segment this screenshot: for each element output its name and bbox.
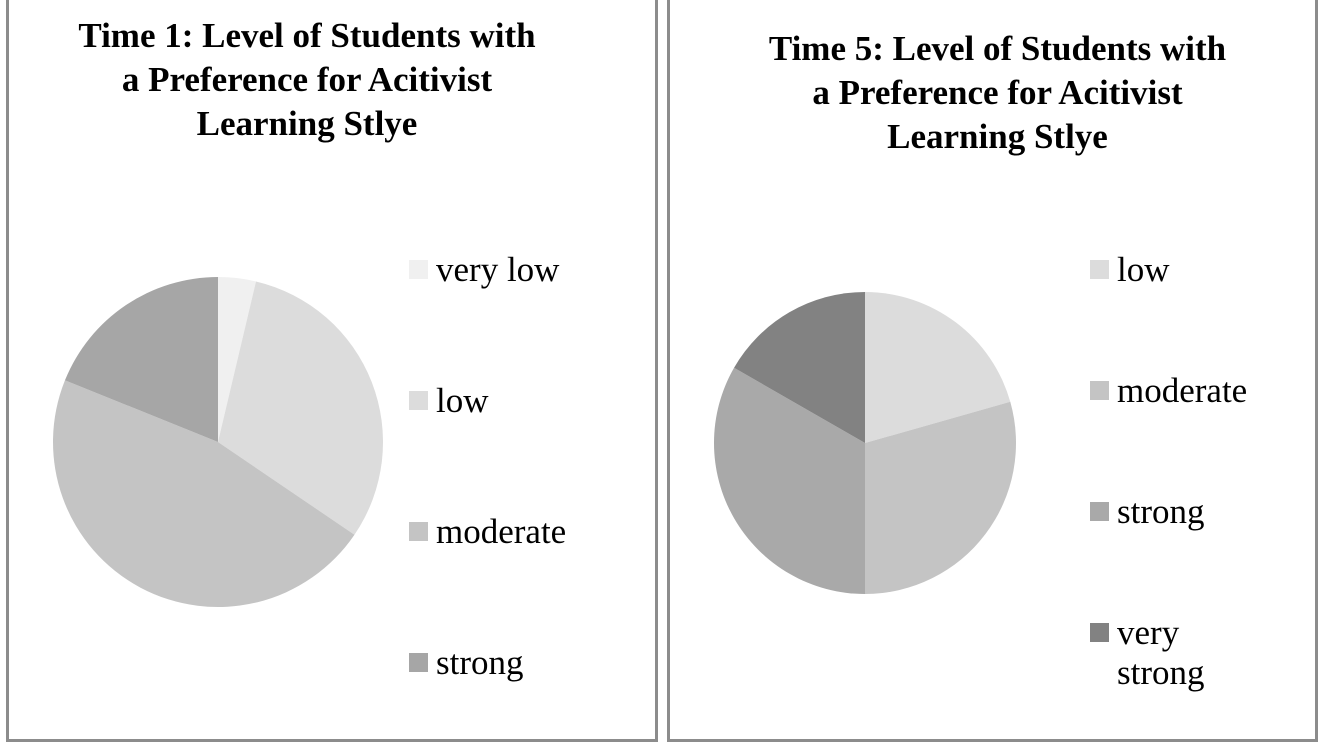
- legend-label: low: [1117, 250, 1170, 289]
- legend-item-strong: strong: [409, 643, 524, 683]
- legend-swatch: [409, 260, 428, 279]
- legend-label: very low: [436, 250, 560, 289]
- chart-title: Time 1: Level of Students with a Prefere…: [78, 16, 536, 143]
- legend-label: very strong: [1117, 613, 1205, 692]
- legend-item-low: low: [409, 381, 489, 421]
- pie-chart-time-5: [713, 292, 1017, 594]
- legend-swatch: [1090, 623, 1109, 642]
- legend-swatch: [409, 391, 428, 410]
- pie-slice-moderate: [865, 401, 1017, 594]
- chart-panel-time-5: Time 5: Level of Students with a Prefere…: [667, 0, 1318, 742]
- legend-swatch: [409, 522, 428, 541]
- legend-label: strong: [1117, 492, 1205, 531]
- legend-label: strong: [436, 643, 524, 682]
- legend-item-low: low: [1090, 250, 1170, 290]
- legend-label: low: [436, 381, 489, 420]
- pie-slice-low: [218, 281, 383, 535]
- legend-item-moderate: moderate: [409, 512, 566, 552]
- legend-label: moderate: [436, 512, 567, 551]
- pie-slice-strong: [713, 367, 865, 594]
- pie-chart-time-1: [53, 277, 383, 607]
- legend-swatch: [1090, 260, 1109, 279]
- pie-slice-strong: [64, 277, 218, 442]
- legend-item-very-low: very low: [409, 250, 559, 290]
- pie-slice-low: [865, 292, 1011, 443]
- chart-title: Time 5: Level of Students with a Prefere…: [768, 29, 1227, 156]
- pie-slice-very-low: [218, 277, 257, 442]
- chart-panel-time-1: Time 1: Level of Students with a Prefere…: [6, 0, 658, 742]
- legend-swatch: [1090, 502, 1109, 521]
- pie-slice-very-strong: [734, 292, 865, 443]
- legend-label: moderate: [1117, 371, 1248, 410]
- legend-item-very-strong: very strong: [1090, 613, 1217, 693]
- legend-item-strong: strong: [1090, 492, 1205, 532]
- legend-swatch: [409, 653, 428, 672]
- pie-slice-moderate: [53, 380, 355, 607]
- legend-item-moderate: moderate: [1090, 371, 1248, 411]
- legend-swatch: [1090, 381, 1109, 400]
